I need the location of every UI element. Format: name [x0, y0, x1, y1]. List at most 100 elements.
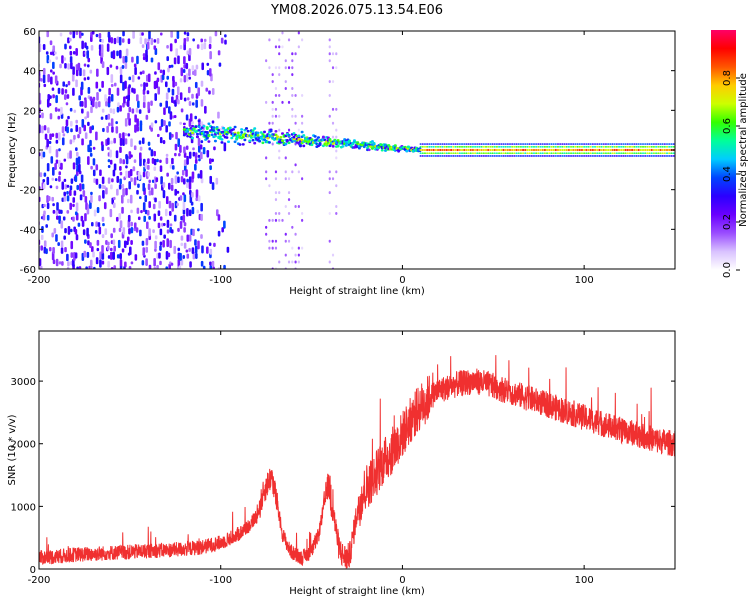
heatmap-cell: [465, 146, 468, 148]
heatmap-cell: [87, 121, 90, 127]
heatmap-cell: [75, 202, 79, 212]
heatmap-cell: [278, 128, 281, 132]
heatmap-cell: [90, 106, 93, 114]
heatmap-cell: [428, 148, 431, 152]
heatmap-cell: [271, 239, 274, 243]
heatmap-cell: [144, 209, 148, 215]
heatmap-cell: [159, 165, 163, 173]
heatmap-cell: [593, 146, 597, 148]
heatmap-cell: [87, 87, 91, 94]
heatmap-cell: [153, 45, 157, 50]
heatmap-cell: [434, 148, 437, 152]
heatmap-cell: [504, 146, 507, 148]
heatmap-cell: [55, 258, 59, 267]
heatmap-cell: [467, 143, 470, 145]
heatmap-cell: [287, 239, 291, 243]
heatmap-cell: [66, 191, 69, 195]
heatmap-cell: [142, 202, 146, 211]
heatmap-cell: [121, 183, 125, 189]
heatmap-cell: [142, 101, 146, 109]
heatmap-cell: [58, 175, 61, 182]
heatmap-cell: [567, 152, 570, 154]
heatmap-cell: [173, 57, 177, 65]
heatmap-cell: [54, 75, 58, 84]
heatmap-cell: [118, 212, 122, 220]
heatmap-cell: [175, 131, 178, 140]
heatmap-cell: [274, 239, 278, 243]
spectrogram-y-label: Frequency (Hz): [7, 112, 18, 188]
snr-x-ticks: -200 -100 0 100: [28, 331, 594, 586]
heatmap-cell: [191, 124, 195, 128]
heatmap-cell: [122, 159, 125, 165]
heatmap-cell: [441, 152, 444, 154]
heatmap-cell: [126, 236, 130, 242]
heatmap-cell: [458, 143, 461, 145]
heatmap-cell: [460, 146, 464, 148]
heatmap-cell: [454, 146, 457, 148]
heatmap-cell: [292, 135, 296, 139]
heatmap-cell: [602, 146, 605, 148]
heatmap-cell: [174, 200, 178, 209]
heatmap-cell: [110, 251, 113, 260]
heatmap-cell: [421, 155, 424, 157]
heatmap-cell: [130, 177, 133, 183]
heatmap-cell: [166, 219, 170, 228]
heatmap-cell: [95, 164, 99, 171]
heatmap-cell: [291, 170, 294, 174]
heatmap-cell: [95, 221, 98, 228]
heatmap-cell: [136, 55, 139, 65]
heatmap-cell: [156, 264, 159, 269]
heatmap-cell: [284, 177, 287, 181]
heatmap-cell: [256, 131, 260, 135]
heatmap-cell: [596, 155, 599, 157]
heatmap-cell: [565, 155, 568, 157]
heatmap-cell: [130, 154, 133, 158]
heatmap-cell: [49, 113, 53, 120]
heatmap-cell: [143, 94, 146, 103]
heatmap-cell: [171, 88, 175, 96]
heatmap-cell: [42, 43, 46, 51]
heatmap-cell: [157, 86, 161, 95]
heatmap-cell: [57, 242, 60, 247]
heatmap-cell: [463, 155, 466, 157]
heatmap-cell: [274, 133, 278, 137]
heatmap-cell: [225, 136, 229, 139]
heatmap-cell: [574, 148, 577, 152]
heatmap-cell: [112, 108, 116, 115]
heatmap-cell: [624, 146, 627, 148]
heatmap-cell: [545, 146, 549, 148]
heatmap-cell: [569, 148, 573, 152]
heatmap-cell: [294, 114, 297, 118]
heatmap-cell: [452, 146, 455, 148]
heatmap-cell: [535, 148, 538, 152]
heatmap-cell: [659, 143, 662, 145]
heatmap-cell: [287, 198, 291, 202]
heatmap-cell: [42, 183, 46, 190]
heatmap-cell: [47, 73, 50, 83]
heatmap-cell: [587, 148, 590, 152]
heatmap-cell: [92, 98, 95, 108]
heatmap-cell: [484, 155, 488, 157]
heatmap-cell: [123, 240, 127, 249]
heatmap-cell: [423, 152, 427, 154]
heatmap-cell: [207, 122, 211, 126]
heatmap-cell: [600, 155, 603, 157]
heatmap-cell: [79, 194, 83, 201]
heatmap-cell: [482, 148, 485, 152]
heatmap-cell: [471, 155, 475, 157]
heatmap-cell: [46, 214, 50, 221]
heatmap-cell: [48, 145, 52, 154]
heatmap-cell: [631, 155, 634, 157]
heatmap-cell: [183, 146, 186, 154]
heatmap-cell: [661, 152, 664, 154]
heatmap-cell: [141, 260, 145, 266]
heatmap-cell: [280, 139, 284, 143]
heatmap-cell: [78, 126, 82, 135]
heatmap-cell: [60, 240, 64, 248]
heatmap-cell: [224, 39, 227, 45]
heatmap-cell: [171, 133, 174, 138]
heatmap-cell: [188, 247, 191, 253]
heatmap-cell: [160, 176, 163, 185]
snr-y-label: SNR (10 * v/v): [7, 414, 18, 485]
heatmap-cell: [52, 203, 55, 207]
